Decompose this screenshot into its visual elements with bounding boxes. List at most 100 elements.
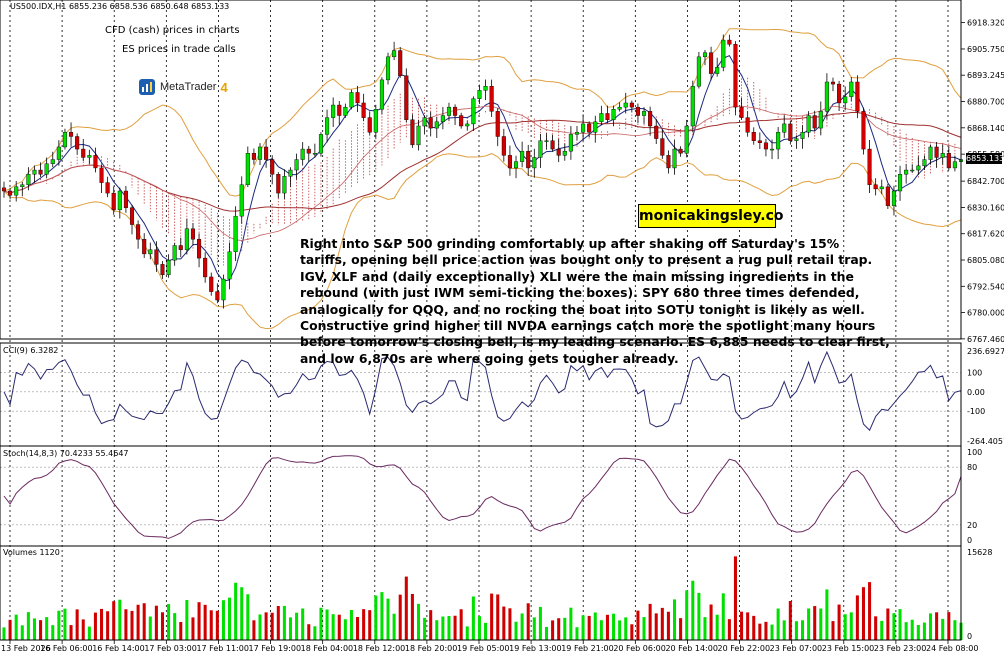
bull-candle bbox=[672, 148, 677, 169]
bear-candle bbox=[678, 148, 683, 154]
bull-candle bbox=[477, 90, 482, 99]
bear-candle bbox=[203, 257, 208, 278]
price-tick-label: 6880.700 bbox=[967, 97, 1004, 106]
time-tick-label: 17 Feb 11:00 bbox=[196, 644, 248, 653]
site-badge[interactable]: monicakingsley.co bbox=[638, 204, 784, 228]
bull-candle bbox=[446, 106, 452, 116]
bear-candle bbox=[142, 239, 147, 255]
bear-candle bbox=[733, 44, 738, 108]
bull-candle bbox=[684, 125, 689, 154]
bull-candle bbox=[325, 117, 330, 135]
bear-candle bbox=[136, 224, 141, 240]
bear-candle bbox=[489, 85, 494, 112]
bear-candle bbox=[209, 276, 214, 292]
bull-candle bbox=[879, 186, 884, 190]
bear-candle bbox=[605, 113, 610, 120]
es-note: ES prices in trade calls bbox=[122, 44, 236, 55]
bull-candle bbox=[568, 134, 573, 152]
bear-candle bbox=[306, 148, 311, 154]
bull-candle bbox=[849, 81, 854, 97]
bear-candle bbox=[276, 174, 281, 194]
time-tick-label: 19 Feb 13:00 bbox=[509, 644, 561, 653]
bull-candle bbox=[227, 251, 232, 280]
bear-candle bbox=[453, 106, 458, 116]
time-tick-label: 20 Feb 22:00 bbox=[718, 644, 770, 653]
bear-candle bbox=[215, 291, 220, 301]
bull-candle bbox=[343, 106, 348, 116]
cci-tick-label: -264.4051 bbox=[967, 437, 1004, 446]
bear-candle bbox=[1, 187, 7, 192]
bull-candle bbox=[117, 190, 122, 211]
bull-candle bbox=[544, 140, 549, 142]
bear-candle bbox=[105, 182, 110, 194]
platform-name: MetaTrader bbox=[160, 81, 217, 93]
bear-candle bbox=[111, 192, 116, 211]
price-tick-label: 6893.245 bbox=[967, 71, 1004, 80]
bear-candle bbox=[459, 115, 464, 127]
bear-candle bbox=[495, 111, 500, 137]
bear-candle bbox=[129, 207, 135, 225]
bull-candle bbox=[611, 109, 616, 120]
bear-candle bbox=[867, 148, 872, 185]
bear-candle bbox=[398, 50, 403, 76]
bull-candle bbox=[349, 92, 354, 108]
bull-candle bbox=[623, 102, 628, 108]
time-tick-label: 19 Feb 21:00 bbox=[561, 644, 613, 653]
bull-candle bbox=[916, 165, 921, 171]
panel-frames bbox=[0, 0, 962, 641]
bull-candle bbox=[331, 104, 336, 118]
bull-candle bbox=[776, 132, 781, 150]
bull-candle bbox=[257, 146, 263, 160]
bear-candle bbox=[873, 184, 878, 190]
bull-candle bbox=[782, 123, 787, 133]
stoch-tick-label: 100 bbox=[967, 448, 982, 457]
bull-candle bbox=[593, 121, 598, 133]
panel-frame bbox=[0, 0, 962, 340]
cci-tick-label: 236.6927 bbox=[967, 347, 1004, 356]
bull-candle bbox=[532, 157, 537, 169]
cci-label: CCI(9) 6.3282 bbox=[3, 346, 58, 355]
bear-candle bbox=[69, 132, 74, 137]
bull-candle bbox=[891, 190, 896, 206]
bear-candle bbox=[154, 249, 159, 265]
bull-candle bbox=[87, 155, 92, 158]
commentary-text: Right into S&P 500 grinding comfortably … bbox=[300, 236, 890, 366]
time-tick-label: 18 Feb 04:00 bbox=[301, 644, 353, 653]
bull-candle bbox=[379, 79, 384, 110]
time-tick-label: 13 Feb 2026 bbox=[1, 644, 51, 653]
bear-candle bbox=[739, 106, 744, 118]
bull-candle bbox=[702, 52, 708, 58]
bear-candle bbox=[251, 153, 256, 160]
volume-tick-label: 0 bbox=[967, 632, 972, 641]
cci-panel bbox=[0, 350, 962, 432]
bull-candle bbox=[300, 148, 305, 160]
bull-candle bbox=[221, 278, 226, 301]
bull-candle bbox=[898, 174, 903, 192]
stoch-tick-label: 20 bbox=[967, 521, 977, 530]
price-tick-label: 6842.700 bbox=[967, 177, 1004, 186]
bull-candle bbox=[434, 121, 439, 129]
current-price-label: 6853.133 bbox=[966, 153, 1004, 164]
bull-candle bbox=[794, 138, 799, 141]
bull-candle bbox=[940, 153, 945, 158]
bear-candle bbox=[745, 117, 750, 133]
price-tick-label: 6868.140 bbox=[967, 124, 1004, 133]
bull-candle bbox=[26, 174, 31, 185]
time-tick-label: 17 Feb 03:00 bbox=[144, 644, 196, 653]
bull-candle bbox=[520, 150, 525, 162]
price-tick-label: 6792.540 bbox=[967, 282, 1004, 291]
bull-candle bbox=[245, 153, 250, 185]
bear-candle bbox=[812, 115, 817, 129]
bollinger-bands bbox=[3, 28, 962, 330]
bull-candle bbox=[696, 56, 701, 87]
bull-candle bbox=[172, 245, 177, 261]
price-tick-label: 6767.460 bbox=[967, 335, 1004, 344]
bear-candle bbox=[178, 245, 183, 250]
bear-candle bbox=[861, 111, 866, 150]
stoch-main-line bbox=[3, 455, 962, 539]
price-tick-label: 6905.750 bbox=[967, 45, 1004, 54]
bull-candle bbox=[233, 215, 238, 252]
price-tick-label: 6918.320 bbox=[967, 19, 1004, 28]
